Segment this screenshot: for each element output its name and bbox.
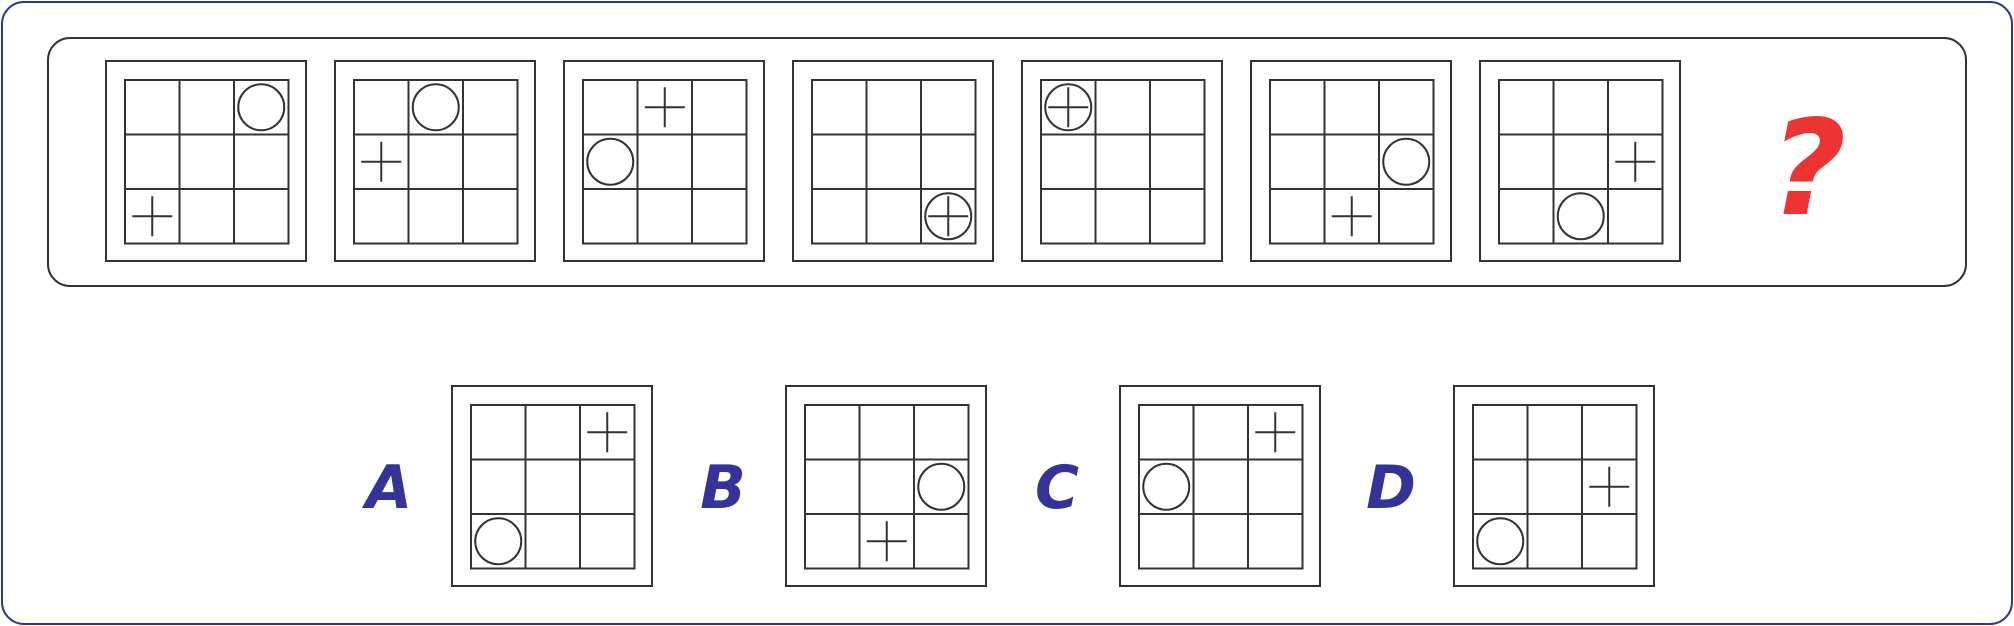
sequence-tile-4 (792, 60, 994, 262)
option-letter-a: A (362, 453, 412, 523)
cross-shape (1255, 412, 1296, 453)
cross-shape (866, 521, 907, 562)
grid-border (1040, 79, 1206, 245)
option-tile-a (451, 385, 653, 587)
circle-shape (917, 462, 966, 511)
sequence-tile-3 (563, 60, 765, 262)
grid-border (811, 79, 977, 245)
option-tile-b (785, 385, 987, 587)
options-row: A B C D (362, 385, 1655, 587)
option-letter-b: B (700, 453, 746, 523)
sequence-tile-1 (105, 60, 307, 262)
question-mark: ? (1770, 92, 1847, 246)
grid-border (124, 79, 290, 245)
circle-shape (586, 137, 635, 186)
tile-frame (105, 60, 307, 262)
grid-border (353, 79, 519, 245)
tile-frame (792, 60, 994, 262)
circle-shape (1556, 192, 1605, 241)
cross-shape (587, 412, 628, 453)
circle-shape (1142, 462, 1191, 511)
circle-shape (411, 83, 460, 132)
sequence-row (105, 60, 1681, 262)
grid-border (1498, 79, 1664, 245)
sequence-tile-5 (1021, 60, 1223, 262)
cross-shape (1615, 141, 1656, 182)
tile-frame (1021, 60, 1223, 262)
tile-frame (451, 385, 653, 587)
tile-frame (1119, 385, 1321, 587)
grid-border (1472, 404, 1638, 570)
cross-shape (1048, 87, 1089, 128)
sequence-tile-2 (334, 60, 536, 262)
cross-shape (1589, 466, 1630, 507)
grid-border (1269, 79, 1435, 245)
option-tile-c (1119, 385, 1321, 587)
circle-shape (474, 517, 523, 566)
grid-border (1138, 404, 1304, 570)
cross-shape (132, 196, 173, 237)
option-letter-c: C (1035, 453, 1079, 523)
circle-shape (1476, 517, 1525, 566)
sequence-tile-7 (1479, 60, 1681, 262)
circle-shape (237, 83, 286, 132)
grid-border (582, 79, 748, 245)
circle-shape (1044, 83, 1093, 132)
cross-shape (644, 87, 685, 128)
cross-shape (928, 196, 969, 237)
grid-border (804, 404, 970, 570)
sequence-tile-6 (1250, 60, 1452, 262)
circle-shape (924, 192, 973, 241)
grid-border (470, 404, 636, 570)
cross-shape (361, 141, 402, 182)
circle-shape (1382, 137, 1431, 186)
option-tile-d (1453, 385, 1655, 587)
cross-shape (1331, 196, 1372, 237)
option-letter-d: D (1366, 453, 1416, 523)
